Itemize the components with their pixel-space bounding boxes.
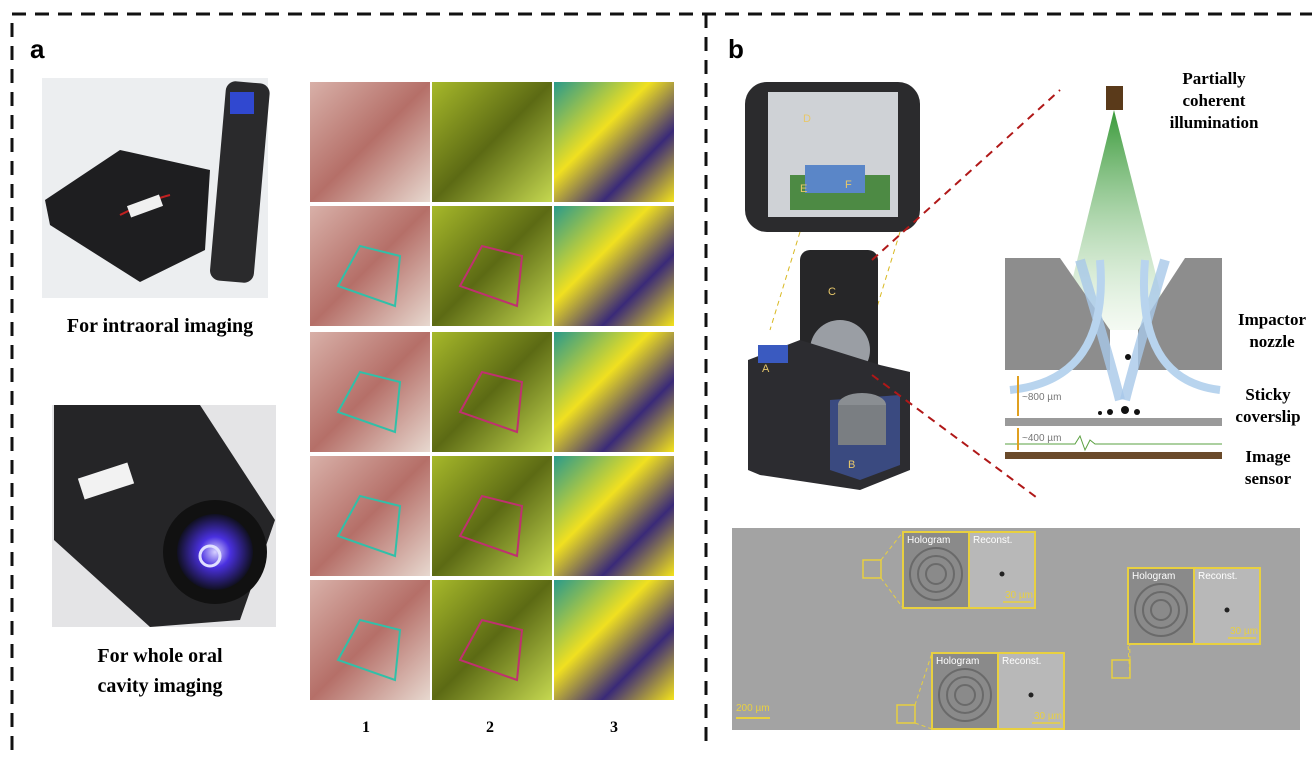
tissue-image <box>432 456 552 576</box>
fringe <box>925 563 947 585</box>
inset-link <box>914 722 933 730</box>
fringe <box>917 555 955 593</box>
particle <box>999 571 1005 577</box>
part-label: B <box>848 459 855 471</box>
tissue-image <box>554 456 674 576</box>
annotation: Partially <box>1182 69 1246 88</box>
particle <box>1028 692 1034 698</box>
tissue-image <box>310 580 430 700</box>
tissue-image <box>310 456 430 576</box>
tissue-image <box>554 206 674 326</box>
particle <box>1224 607 1230 613</box>
lesion-outline <box>336 244 402 308</box>
annotation: illumination <box>1170 113 1259 132</box>
reconstruction <box>1193 567 1261 645</box>
tissue-image <box>554 580 674 700</box>
gap-label: ~800 µm <box>1022 392 1061 403</box>
fringe <box>909 547 963 601</box>
device-photo <box>42 78 270 298</box>
reconstruction <box>968 531 1036 609</box>
inset-scale: 30 µm <box>1005 590 1033 601</box>
hologram <box>902 531 970 609</box>
source-box <box>896 704 916 724</box>
part-label: D <box>803 113 811 125</box>
lesion-outline <box>336 370 402 434</box>
part-label: E <box>800 183 807 195</box>
part-label: C <box>828 286 836 298</box>
column-label: 1 <box>362 719 370 736</box>
fringe <box>954 684 976 706</box>
inset-label: Hologram <box>1132 571 1175 582</box>
lesion-outline <box>458 494 524 558</box>
annotation: nozzle <box>1249 332 1295 351</box>
part-label: A <box>762 363 770 375</box>
device-render <box>745 82 1061 501</box>
hologram <box>1127 567 1195 645</box>
panel-label: a <box>30 34 45 64</box>
inset-link <box>1127 643 1131 679</box>
tissue-image <box>432 580 552 700</box>
caption: For whole oral <box>97 645 223 667</box>
tissue-image <box>310 82 430 202</box>
tissue-image <box>432 206 552 326</box>
inset-label: Reconst. <box>973 535 1012 546</box>
fringe <box>1142 591 1180 629</box>
inset-link <box>914 652 933 706</box>
caption: cavity imaging <box>98 675 223 697</box>
annotation: Impactor <box>1238 310 1306 329</box>
panel-label: b <box>728 34 744 64</box>
hologram <box>931 652 999 730</box>
inset-label: Hologram <box>907 535 950 546</box>
annotation: coverslip <box>1235 407 1300 426</box>
inset-scale: 30 µm <box>1034 711 1062 722</box>
scale-label: 200 µm <box>736 703 770 714</box>
lesion-outline <box>458 618 524 682</box>
annotation: Image <box>1245 447 1291 466</box>
inset-scale: 30 µm <box>1230 626 1258 637</box>
lesion-outline <box>458 244 524 308</box>
fringe <box>946 676 984 714</box>
annotation: Sticky <box>1245 385 1291 404</box>
inset-label: Hologram <box>936 656 979 667</box>
tissue-image <box>554 332 674 452</box>
outer-border <box>10 12 1312 750</box>
inset-link <box>880 531 904 561</box>
column-label: 3 <box>610 719 618 736</box>
annotation: sensor <box>1245 469 1292 488</box>
fringe <box>938 668 992 722</box>
tissue-image <box>310 332 430 452</box>
device-photo <box>52 405 276 627</box>
inset-label: Reconst. <box>1198 571 1237 582</box>
tissue-image <box>432 82 552 202</box>
tissue-image <box>432 332 552 452</box>
image-grid <box>310 82 674 700</box>
reconstruction <box>997 652 1065 730</box>
caption: For intraoral imaging <box>67 315 253 337</box>
inset-label: Reconst. <box>1002 656 1041 667</box>
tissue-image <box>310 206 430 326</box>
frame <box>10 12 1312 750</box>
lesion-outline <box>336 494 402 558</box>
fringe <box>1150 599 1172 621</box>
lesion-outline <box>458 370 524 434</box>
column-label: 2 <box>486 719 494 736</box>
lesion-outline <box>336 618 402 682</box>
part-label: F <box>845 179 852 191</box>
inset-link <box>880 577 904 609</box>
tissue-image <box>554 82 674 202</box>
source-box <box>862 559 882 579</box>
source-box <box>1111 659 1131 679</box>
fringe <box>1134 583 1188 637</box>
insets: Hologram Reconst. 30 µm Hologram Reconst. 30 … <box>862 531 1261 730</box>
gap-label: ~400 µm <box>1022 433 1061 444</box>
annotation: coherent <box>1183 91 1246 110</box>
schematic <box>1005 86 1222 459</box>
